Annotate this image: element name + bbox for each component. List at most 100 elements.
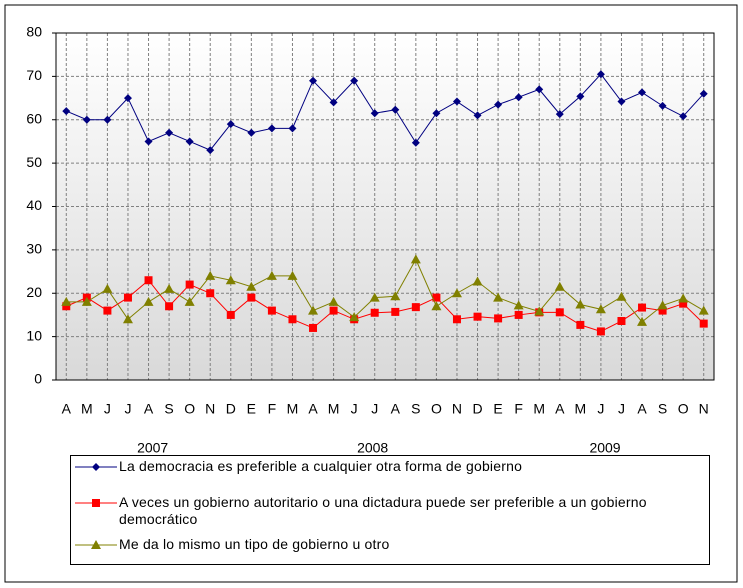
x-tick-label: A xyxy=(308,401,318,417)
x-tick-label: D xyxy=(226,401,236,417)
y-tick-label: 30 xyxy=(26,241,42,257)
x-tick-label: J xyxy=(618,401,625,417)
marker xyxy=(616,291,627,301)
marker xyxy=(226,120,235,129)
marker xyxy=(61,296,72,306)
marker xyxy=(287,270,298,280)
x-tick-label: A xyxy=(391,401,401,417)
x-tick-label: A xyxy=(637,401,647,417)
marker xyxy=(225,275,236,285)
marker xyxy=(308,305,319,315)
series-line xyxy=(66,73,705,151)
marker xyxy=(494,314,503,323)
marker xyxy=(555,308,564,317)
marker xyxy=(452,315,461,324)
marker xyxy=(391,105,400,114)
marker xyxy=(658,306,667,315)
y-tick-label: 50 xyxy=(26,154,42,170)
marker xyxy=(390,291,401,301)
x-tick-label: A xyxy=(555,401,565,417)
x-tick-label: F xyxy=(514,401,523,417)
x-tick-label: M xyxy=(81,401,93,417)
marker xyxy=(328,296,339,306)
marker xyxy=(309,323,318,332)
marker xyxy=(144,276,153,285)
x-tick-label: M xyxy=(287,401,299,417)
marker xyxy=(658,101,667,110)
y-tick-label: 20 xyxy=(26,284,42,300)
marker xyxy=(617,97,626,106)
marker xyxy=(638,88,647,97)
marker xyxy=(513,300,524,310)
x-tick-label: S xyxy=(658,401,667,417)
marker xyxy=(698,305,709,315)
y-tick-label: 80 xyxy=(26,24,42,40)
y-tick-label: 70 xyxy=(26,67,42,83)
x-tick-label: S xyxy=(411,401,420,417)
marker xyxy=(247,128,256,137)
marker xyxy=(391,307,400,316)
x-tick-label: F xyxy=(268,401,277,417)
marker xyxy=(205,270,216,280)
marker xyxy=(369,292,380,302)
legend-label: Me da lo mismo un tipo de gobierno u otr… xyxy=(119,536,390,552)
marker xyxy=(596,327,605,336)
marker xyxy=(432,109,441,118)
marker xyxy=(165,302,174,311)
x-tick-label: S xyxy=(164,401,173,417)
marker xyxy=(555,110,564,119)
legend-swatch xyxy=(75,540,117,549)
marker xyxy=(678,293,689,303)
marker xyxy=(349,312,360,322)
marker xyxy=(370,308,379,317)
year-label: 2008 xyxy=(357,440,388,456)
marker xyxy=(494,100,503,109)
x-tick-label: M xyxy=(575,401,587,417)
x-tick-label: O xyxy=(184,401,195,417)
marker xyxy=(123,293,132,302)
legend-entry: Me da lo mismo un tipo de gobierno u otr… xyxy=(73,536,689,553)
x-tick-label: M xyxy=(533,401,545,417)
marker xyxy=(62,107,71,116)
marker xyxy=(246,281,257,291)
marker xyxy=(288,124,297,133)
marker xyxy=(184,296,195,306)
marker xyxy=(267,124,276,133)
x-tick-label: J xyxy=(351,401,358,417)
marker xyxy=(432,293,441,302)
marker xyxy=(329,98,338,107)
marker xyxy=(679,112,688,121)
marker xyxy=(452,97,461,106)
y-tick-label: 0 xyxy=(34,371,42,387)
x-tick-label: J xyxy=(104,401,111,417)
marker xyxy=(206,146,215,155)
marker xyxy=(595,304,606,314)
y-tick-label: 60 xyxy=(26,110,42,126)
marker xyxy=(82,115,91,124)
marker xyxy=(576,320,585,329)
x-tick-label: J xyxy=(597,401,604,417)
y-tick-label: 40 xyxy=(26,197,42,213)
marker xyxy=(81,296,92,306)
marker xyxy=(123,94,132,103)
x-tick-label: J xyxy=(371,401,378,417)
year-label: 2009 xyxy=(589,440,620,456)
marker xyxy=(226,310,235,319)
marker xyxy=(411,138,420,147)
marker xyxy=(575,299,586,309)
marker xyxy=(165,128,174,137)
marker xyxy=(514,93,523,102)
marker xyxy=(576,92,585,101)
x-tick-label: O xyxy=(678,401,689,417)
marker xyxy=(266,270,277,280)
marker xyxy=(451,288,462,298)
marker xyxy=(637,316,648,326)
marker xyxy=(143,296,154,306)
legend-entry: La democracia es preferible a cualquier … xyxy=(73,458,689,475)
marker xyxy=(679,299,688,308)
plot-border xyxy=(55,32,715,381)
marker xyxy=(472,276,483,286)
marker xyxy=(370,109,379,118)
legend-swatch xyxy=(75,499,117,507)
